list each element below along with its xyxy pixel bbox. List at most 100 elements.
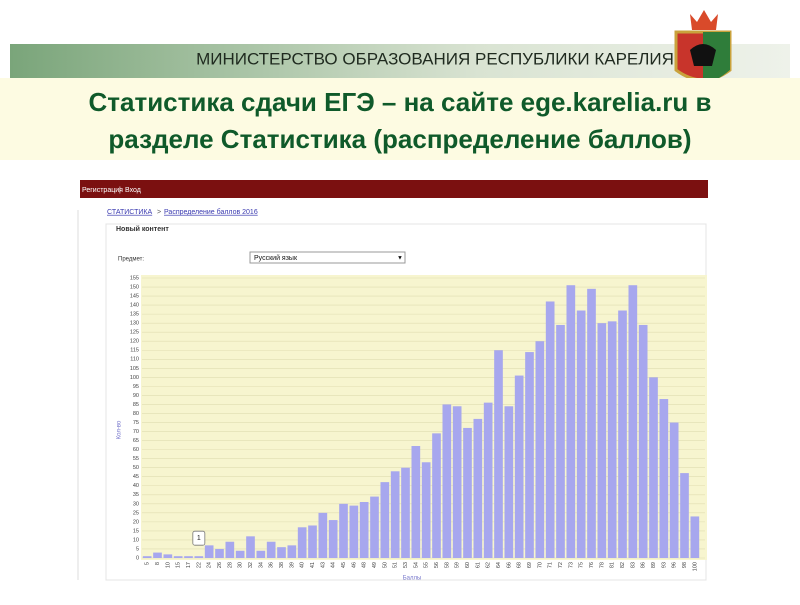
bar bbox=[421, 462, 431, 558]
ministry-name: МИНИСТЕРСТВО ОБРАЗОВАНИЯ РЕСПУБЛИКИ КАРЕ… bbox=[196, 49, 674, 68]
breadcrumb-link[interactable]: Распределение баллов 2016 bbox=[164, 208, 258, 216]
bar bbox=[287, 545, 297, 558]
y-tick-label: 90 bbox=[133, 393, 139, 399]
x-tick-label: 58 bbox=[444, 562, 450, 568]
y-tick-label: 85 bbox=[133, 402, 139, 408]
x-tick-label: 51 bbox=[393, 562, 399, 568]
x-tick-label: 26 bbox=[217, 562, 223, 568]
bar bbox=[215, 548, 224, 558]
y-tick-label: 125 bbox=[130, 330, 139, 336]
x-tick-label: 76 bbox=[589, 562, 595, 568]
slide-title: разделе Статистика (распределение баллов… bbox=[108, 124, 691, 154]
bar bbox=[153, 552, 162, 558]
bar bbox=[576, 310, 586, 558]
y-tick-label: 105 bbox=[130, 366, 139, 372]
y-tick-label: 110 bbox=[130, 357, 139, 363]
x-tick-label: 53 bbox=[403, 562, 409, 568]
x-tick-label: 71 bbox=[548, 562, 554, 568]
x-tick-label: 82 bbox=[620, 562, 626, 568]
breadcrumb-link[interactable]: СТАТИСТИКА bbox=[107, 209, 153, 216]
bar bbox=[597, 323, 607, 558]
header-band bbox=[10, 44, 790, 78]
x-tick-label: 100 bbox=[692, 562, 698, 571]
y-tick-label: 145 bbox=[130, 294, 139, 300]
x-tick-label: 40 bbox=[300, 562, 306, 568]
x-tick-label: 64 bbox=[496, 562, 502, 568]
x-tick-label: 93 bbox=[661, 562, 667, 568]
slide-title: Статистика сдачи ЕГЭ – на сайте ege.kare… bbox=[88, 87, 711, 117]
x-tick-label: 39 bbox=[289, 562, 295, 568]
site-nav bbox=[80, 180, 708, 198]
y-tick-label: 30 bbox=[133, 501, 139, 507]
tooltip bbox=[192, 530, 206, 546]
bar bbox=[204, 545, 214, 558]
y-tick-label: 70 bbox=[133, 429, 139, 435]
y-tick-label: 135 bbox=[130, 312, 139, 318]
bar bbox=[566, 285, 576, 558]
x-tick-label: 89 bbox=[651, 562, 657, 568]
y-tick-label: 25 bbox=[133, 510, 139, 516]
x-tick-label: 86 bbox=[641, 562, 647, 568]
x-tick-label: 98 bbox=[682, 562, 688, 568]
x-tick-label: 28 bbox=[227, 562, 233, 568]
bar bbox=[638, 324, 648, 558]
bar bbox=[328, 520, 338, 558]
bar bbox=[473, 418, 483, 558]
y-tick-label: 0 bbox=[136, 555, 139, 561]
bar bbox=[690, 516, 700, 558]
bar bbox=[142, 556, 152, 558]
bar bbox=[463, 427, 472, 558]
y-tick-label: 35 bbox=[133, 492, 139, 498]
x-tick-label: 38 bbox=[279, 562, 285, 568]
x-tick-label: 48 bbox=[362, 562, 368, 568]
x-tick-label: 75 bbox=[579, 562, 585, 568]
bar bbox=[618, 310, 627, 558]
bar bbox=[163, 554, 173, 558]
tooltip-value: 1 bbox=[197, 535, 201, 542]
x-tick-label: 45 bbox=[341, 562, 347, 568]
y-tick-label: 155 bbox=[130, 275, 139, 281]
x-tick-label: 68 bbox=[517, 562, 523, 568]
bar bbox=[370, 496, 379, 558]
x-tick-label: 8 bbox=[155, 562, 161, 565]
y-tick-label: 75 bbox=[133, 420, 139, 426]
bar bbox=[246, 536, 255, 558]
register-link[interactable]: Регистрация bbox=[82, 187, 123, 194]
x-tick-label: 10 bbox=[165, 562, 171, 568]
x-tick-label: 46 bbox=[351, 562, 357, 568]
x-tick-label: 17 bbox=[186, 562, 192, 568]
bar bbox=[669, 422, 679, 558]
x-tick-label: 44 bbox=[331, 562, 337, 568]
x-tick-label: 24 bbox=[207, 562, 213, 568]
x-tick-label: 5 bbox=[145, 562, 151, 565]
bar bbox=[483, 402, 493, 558]
x-tick-label: 83 bbox=[630, 562, 636, 568]
bar bbox=[401, 467, 410, 558]
bar bbox=[339, 503, 348, 558]
x-tick-label: 70 bbox=[537, 562, 543, 568]
bar bbox=[432, 433, 441, 558]
y-tick-label: 5 bbox=[136, 546, 139, 552]
y-tick-label: 80 bbox=[133, 411, 139, 417]
y-tick-label: 100 bbox=[130, 375, 139, 381]
y-tick-label: 15 bbox=[133, 528, 139, 534]
y-tick-label: 115 bbox=[130, 348, 139, 354]
x-tick-label: 72 bbox=[558, 562, 564, 568]
y-tick-label: 60 bbox=[133, 447, 139, 453]
bar bbox=[297, 527, 307, 558]
bar bbox=[659, 399, 669, 558]
subject-select[interactable] bbox=[249, 251, 406, 264]
dropdown-arrow: ▼ bbox=[397, 256, 403, 262]
login-link[interactable]: Вход bbox=[125, 187, 141, 194]
bar bbox=[628, 285, 638, 558]
bar bbox=[256, 550, 266, 558]
x-tick-label: 61 bbox=[475, 562, 481, 568]
bar bbox=[680, 473, 689, 558]
x-tick-label: 55 bbox=[424, 562, 430, 568]
x-tick-label: 96 bbox=[672, 562, 678, 568]
bar bbox=[442, 404, 452, 558]
x-tick-label: 69 bbox=[527, 562, 533, 568]
x-tick-label: 60 bbox=[465, 562, 471, 568]
x-tick-label: 34 bbox=[258, 562, 264, 568]
